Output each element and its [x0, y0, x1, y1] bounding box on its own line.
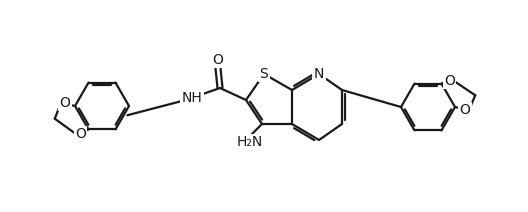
- Text: O: O: [459, 103, 470, 117]
- Text: O: O: [213, 53, 223, 67]
- Text: O: O: [75, 127, 86, 141]
- Text: H₂N: H₂N: [237, 135, 263, 149]
- Text: N: N: [314, 67, 324, 81]
- Text: O: O: [444, 74, 455, 88]
- Text: O: O: [60, 96, 70, 110]
- Text: NH: NH: [182, 91, 202, 105]
- Text: S: S: [260, 67, 268, 81]
